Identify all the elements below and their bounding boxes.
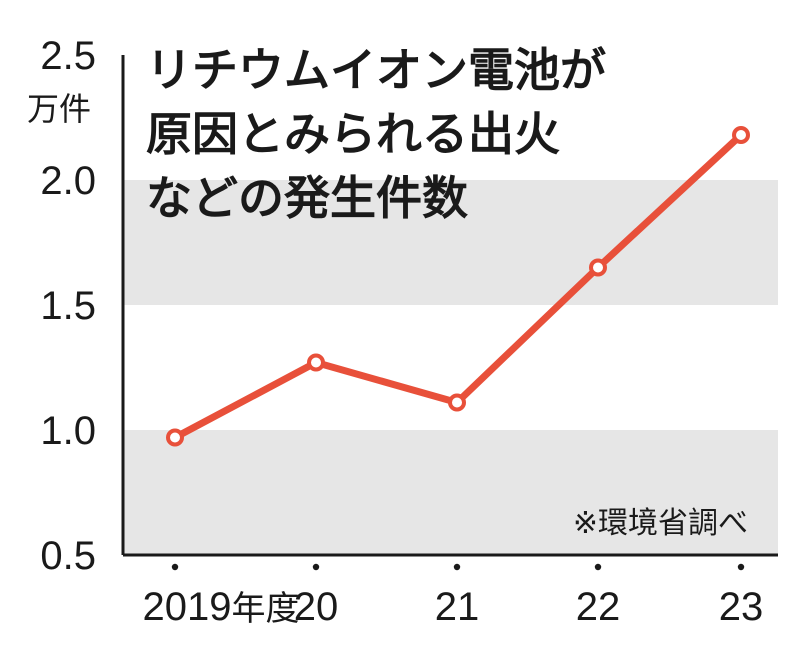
y-tick-label: 1.5 xyxy=(40,284,96,328)
x-tick-dot xyxy=(171,563,179,571)
data-point xyxy=(166,428,184,447)
x-tick-dot xyxy=(737,563,745,571)
data-point xyxy=(307,353,325,372)
y-tick-label: 1.0 xyxy=(40,409,96,453)
x-tick-dot xyxy=(312,563,320,571)
data-point xyxy=(732,126,750,144)
title-line-1: リチウムイオン電池が xyxy=(146,43,606,97)
x-tick-label: 23 xyxy=(719,585,764,629)
x-tick-dot xyxy=(594,563,602,571)
data-points xyxy=(166,126,750,447)
x-tick-label: 22 xyxy=(576,585,621,629)
x-tick-label: 21 xyxy=(435,585,480,629)
data-point xyxy=(589,258,607,277)
x-tick-dot xyxy=(453,563,461,571)
title-line-3: などの発生件数 xyxy=(146,171,468,225)
y-tick-labels: 0.5 1.0 1.5 2.0 2.5 xyxy=(40,34,96,578)
y-tick-label: 2.0 xyxy=(40,159,96,203)
y-tick-label: 0.5 xyxy=(40,534,96,578)
chart-title: リチウムイオン電池が 原因とみられる出火 などの発生件数 xyxy=(146,43,606,225)
x-tick-dots xyxy=(171,563,745,571)
y-tick-label: 2.5 xyxy=(40,34,96,78)
background-bands xyxy=(123,180,778,555)
data-point xyxy=(448,393,466,412)
x-tick-label: 2019年度 xyxy=(143,585,300,629)
band-0 xyxy=(123,430,778,555)
x-tick-label: 20 xyxy=(294,585,339,629)
title-line-2: 原因とみられる出火 xyxy=(146,107,560,161)
y-unit-label: 万件 xyxy=(27,90,91,128)
source-note: ※環境省調べ xyxy=(573,506,748,541)
